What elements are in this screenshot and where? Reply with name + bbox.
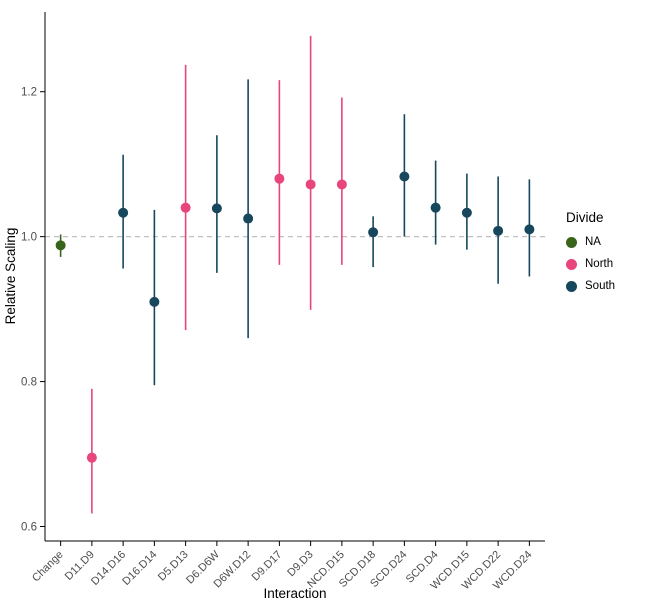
legend-label-na: NA [585,236,601,248]
x-axis-title: Interaction [263,586,326,601]
legend: Divide NA North South [566,210,615,302]
legend-label-north: North [585,258,614,270]
data-point [336,179,347,190]
legend-swatch-na [566,236,577,248]
legend-item: North [566,258,615,270]
data-point [461,207,472,218]
legend-swatch-north [566,258,577,270]
y-axis-title: Relative Scaling [3,228,18,325]
legend-label-south: South [585,280,616,292]
data-point [493,225,504,236]
x-tick-label: Change [30,549,66,585]
data-point [149,296,160,307]
data-point [368,227,379,238]
data-point [180,202,191,213]
legend-item: South [566,280,615,292]
data-point [399,171,410,182]
data-point [524,224,535,235]
data-point [211,203,222,214]
x-tick-label: D16.D14 [120,549,159,588]
data-point [305,179,316,190]
legend-swatch-south [566,280,577,292]
data-point [86,452,97,463]
y-tick-label: 1.0 [21,232,37,244]
x-tick-label: D9.D17 [250,549,285,584]
y-tick-label: 0.6 [21,522,37,534]
data-point [430,202,441,213]
y-tick-label: 1.2 [21,87,37,99]
data-point [243,213,254,224]
data-point [274,173,285,184]
legend-item: NA [566,236,615,248]
legend-title: Divide [566,210,604,225]
data-point [55,240,66,251]
y-tick-label: 0.8 [21,377,37,389]
data-point [118,207,129,218]
